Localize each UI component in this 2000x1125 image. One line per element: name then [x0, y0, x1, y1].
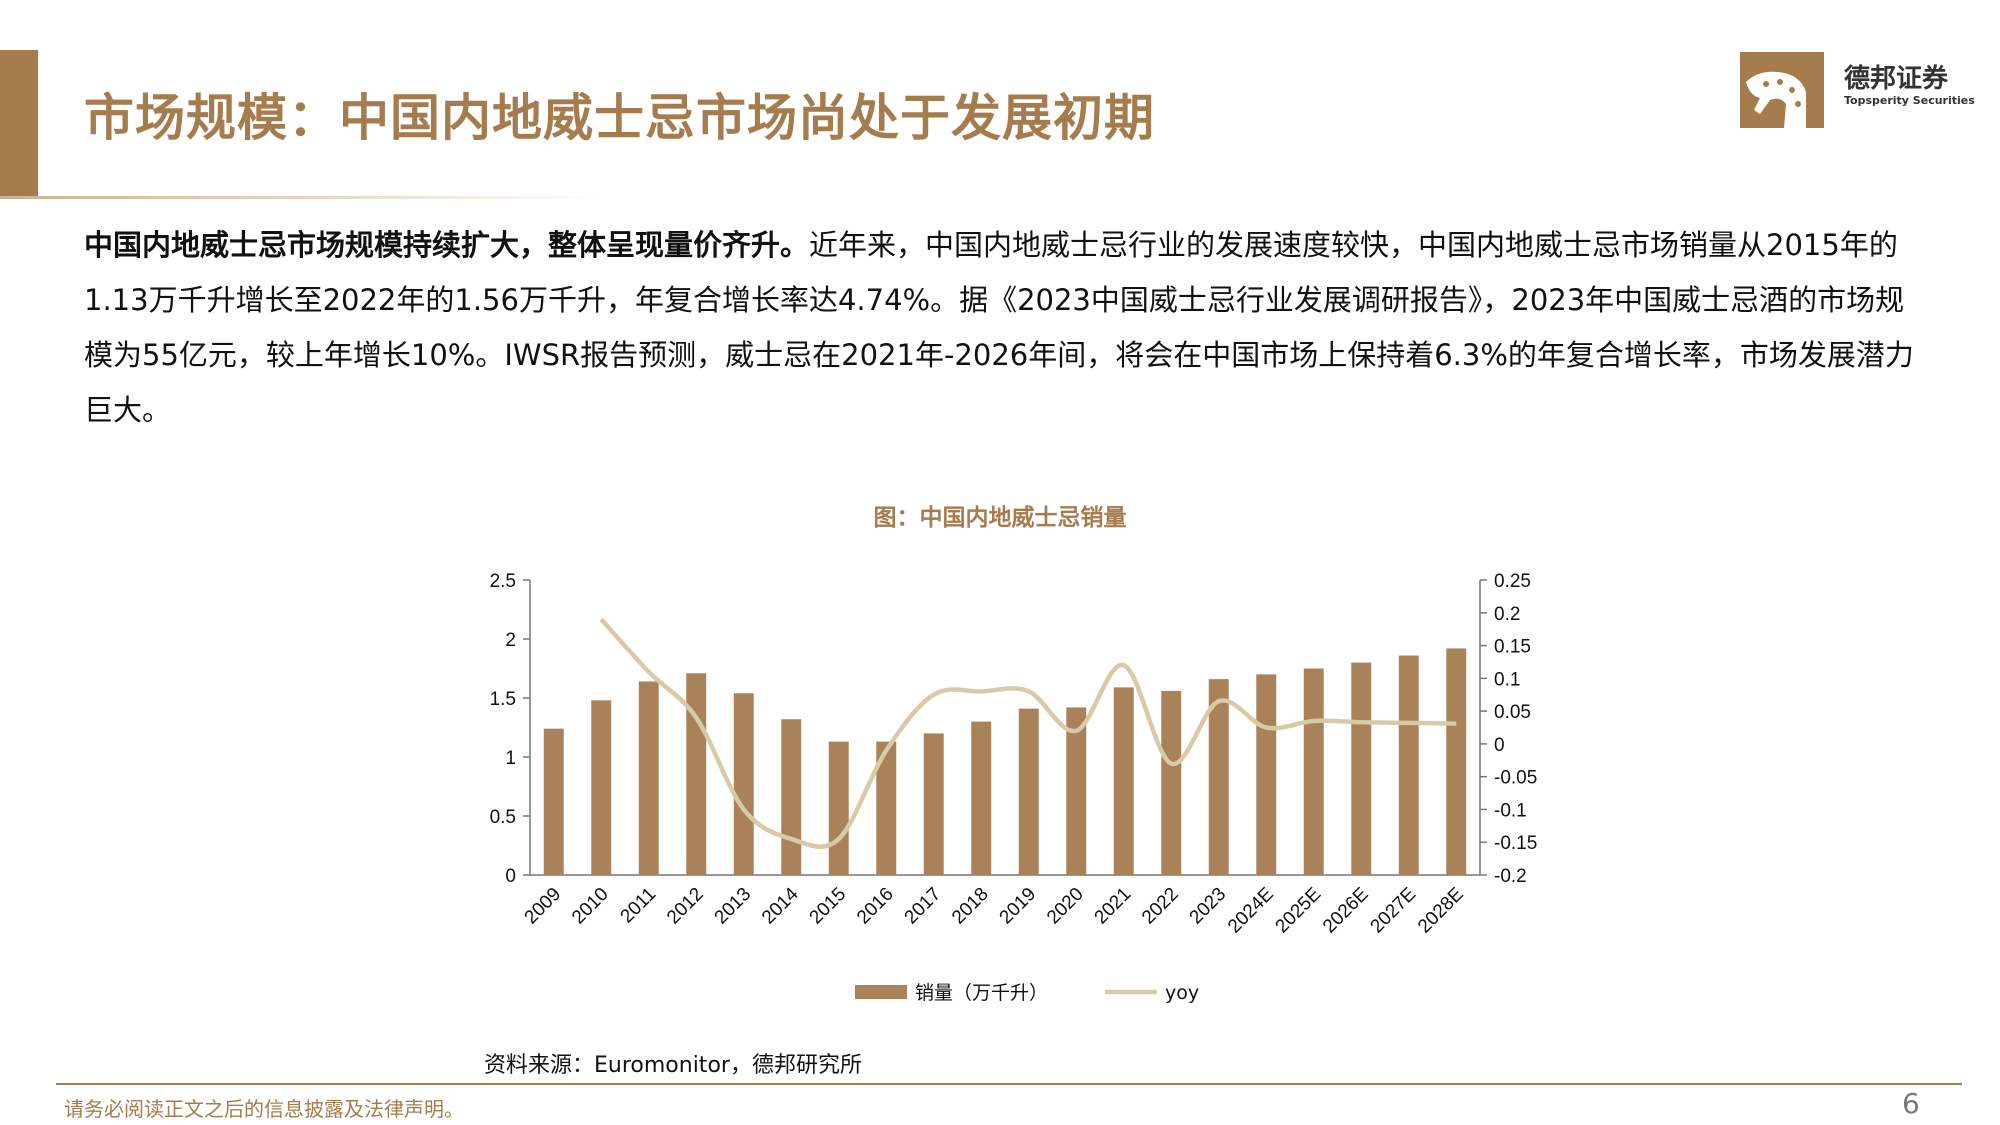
- x-tick-label: 2026E: [1319, 884, 1373, 938]
- left-tick-label: 1.5: [490, 689, 516, 710]
- bar: [591, 700, 612, 875]
- left-tick-label: 0: [505, 866, 516, 887]
- yoy-line: [599, 617, 1457, 849]
- right-tick-label: 0: [1494, 735, 1505, 756]
- left-tick-label: 2: [505, 630, 516, 651]
- source-note: 资料来源：Euromonitor，德邦研究所: [484, 1053, 862, 1078]
- line-series: [599, 617, 1457, 849]
- legend-bar-label: 销量（万千升）: [915, 982, 1048, 1004]
- body-paragraph: 中国内地威士忌市场规模持续扩大，整体呈现量价齐升。近年来，中国内地威士忌行业的发…: [84, 218, 1914, 438]
- left-tick-label: 0.5: [490, 807, 516, 828]
- bar: [1303, 668, 1324, 875]
- bar: [1066, 707, 1087, 875]
- chart-title: 图：中国内地威士忌销量: [873, 505, 1127, 531]
- right-tick-label: 0.2: [1494, 604, 1520, 625]
- logo-chinese-name: 德邦证券: [1844, 64, 1949, 94]
- x-tick-label: 2028E: [1414, 884, 1468, 938]
- footer-disclaimer: 请务必阅读正文之后的信息披露及法律声明。: [64, 1097, 464, 1121]
- bar: [923, 733, 944, 875]
- bar-series: [543, 648, 1467, 875]
- bar: [1018, 708, 1039, 875]
- bar: [1398, 655, 1419, 875]
- bar: [1208, 679, 1229, 875]
- x-tick-label: 2024E: [1224, 884, 1278, 938]
- right-tick-label: 0.05: [1494, 702, 1531, 723]
- bar: [876, 741, 897, 875]
- x-tick-label: 2025E: [1272, 884, 1326, 938]
- footer-divider: [56, 1083, 1962, 1085]
- legend-line-label: yoy: [1165, 982, 1199, 1004]
- x-tick-label: 2011: [617, 884, 661, 928]
- right-tick-label: -0.15: [1494, 833, 1537, 854]
- bar: [1256, 674, 1277, 875]
- x-tick-label: 2019: [996, 884, 1041, 929]
- right-tick-label: -0.1: [1494, 800, 1527, 821]
- sales-chart: 0 0.5 1 1.5 2 2.5 -0.2 -0.15 -0.1 -0.05 0 0.05 0.1 0…: [490, 571, 1538, 1004]
- x-tick-label: 2012: [663, 884, 708, 929]
- bar: [971, 721, 992, 875]
- x-tick-label: 2020: [1043, 884, 1088, 929]
- x-tick-label: 2017: [901, 884, 946, 929]
- x-tick-label: 2016: [853, 884, 898, 929]
- bar: [1446, 648, 1467, 875]
- x-tick-label: 2015: [806, 884, 851, 929]
- page-number: 6: [1902, 1087, 1920, 1120]
- bar: [638, 681, 659, 875]
- bar: [1113, 687, 1134, 875]
- left-tick-label: 1: [505, 748, 516, 769]
- legend-bar-swatch: [855, 985, 907, 999]
- x-tick-label: 2018: [948, 884, 993, 929]
- body-bold-lead: 中国内地威士忌市场规模持续扩大，整体呈现量价齐升。: [84, 228, 810, 262]
- bar: [1161, 690, 1182, 875]
- header-accent-bar: [0, 50, 38, 198]
- bar: [686, 673, 707, 875]
- bar: [781, 719, 802, 875]
- right-axis: -0.2 -0.15 -0.1 -0.05 0 0.05 0.1 0.15 0.2 0.25: [1479, 571, 1537, 887]
- logo-english-name: Topsperity Securities: [1844, 94, 1975, 107]
- right-tick-label: -0.2: [1494, 866, 1527, 887]
- bar: [1351, 662, 1372, 875]
- leopard-logo-icon: [1740, 52, 1824, 128]
- right-tick-label: 0.25: [1494, 571, 1531, 592]
- chart-legend: 销量（万千升） yoy: [855, 982, 1199, 1004]
- x-tick-label: 2021: [1091, 884, 1136, 929]
- left-tick-label: 2.5: [490, 571, 516, 592]
- body-text: 近年来，中国内地威士忌行业的发展速度较快，中国内地威士忌市场销量从2015年的1…: [84, 228, 1914, 427]
- company-logo: 德邦证券 Topsperity Securities: [1740, 52, 1975, 132]
- x-tick-label: 2009: [521, 884, 566, 929]
- title-underline: [0, 196, 600, 199]
- x-axis-labels: 2009 2010 2011 2012 2013 2014 2015 2016 2017 2018…: [521, 883, 1468, 937]
- x-tick-label: 2027E: [1367, 884, 1421, 938]
- bar: [828, 741, 849, 875]
- page-title: 市场规模：中国内地威士忌市场尚处于发展初期: [84, 89, 1155, 147]
- bar: [733, 693, 754, 875]
- right-tick-label: -0.05: [1494, 768, 1537, 789]
- right-tick-label: 0.1: [1494, 669, 1520, 690]
- right-tick-label: 0.15: [1494, 637, 1531, 658]
- x-tick-label: 2014: [758, 883, 803, 928]
- x-tick-label: 2010: [568, 884, 613, 929]
- x-tick-label: 2022: [1138, 884, 1183, 929]
- bar: [543, 728, 564, 875]
- x-tick-label: 2013: [711, 884, 756, 929]
